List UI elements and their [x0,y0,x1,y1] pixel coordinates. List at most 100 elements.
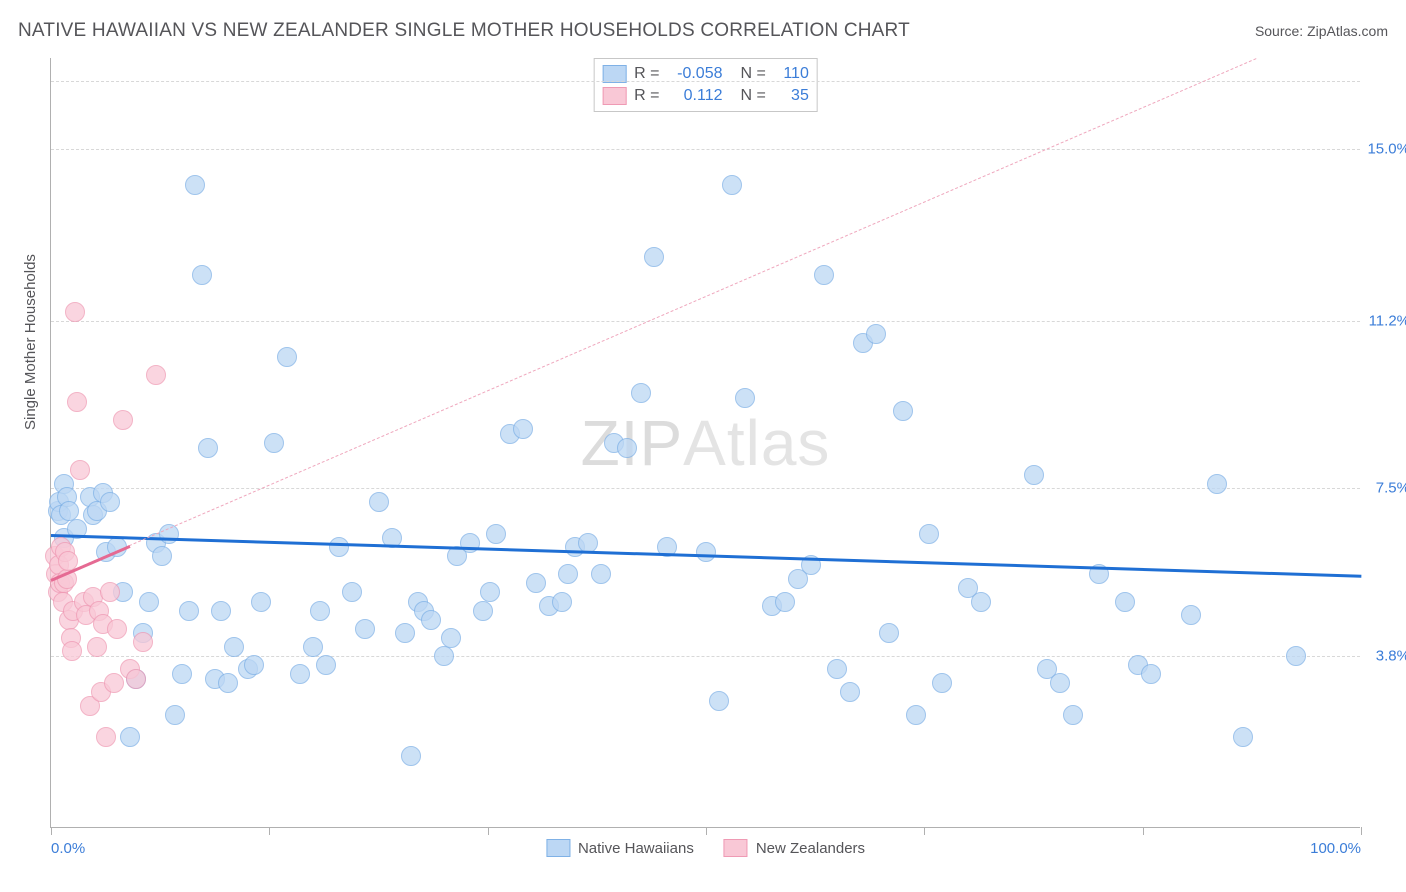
data-point [139,592,159,612]
chart-title: NATIVE HAWAIIAN VS NEW ZEALANDER SINGLE … [18,20,910,42]
legend-item: New Zealanders [724,839,865,857]
n-value: 35 [774,87,809,105]
data-point [342,582,362,602]
data-point [96,727,116,747]
source-label: Source: ZipAtlas.com [1255,23,1388,39]
data-point [879,623,899,643]
data-point [104,673,124,693]
legend-item: Native Hawaiians [546,839,694,857]
data-point [1181,605,1201,625]
data-point [1024,465,1044,485]
data-point [1141,664,1161,684]
data-point [224,637,244,657]
data-point [919,524,939,544]
legend-swatch [602,87,626,105]
data-point [172,664,192,684]
data-point [1233,727,1253,747]
data-point [644,247,664,267]
data-point [434,646,454,666]
data-point [290,664,310,684]
data-point [369,492,389,512]
data-point [401,746,421,766]
data-point [65,302,85,322]
data-point [179,601,199,621]
data-point [1063,705,1083,725]
x-tick [1361,827,1362,835]
chart-header: NATIVE HAWAIIAN VS NEW ZEALANDER SINGLE … [18,20,1388,42]
data-point [473,601,493,621]
data-point [421,610,441,630]
trend-line [51,58,1257,580]
series-legend: Native Hawaiians New Zealanders [546,839,865,857]
data-point [631,383,651,403]
data-point [107,619,127,639]
gridline [51,321,1360,322]
data-point [244,655,264,675]
data-point [329,537,349,557]
x-tick [269,827,270,835]
data-point [251,592,271,612]
data-point [513,419,533,439]
data-point [165,705,185,725]
data-point [480,582,500,602]
data-point [355,619,375,639]
data-point [152,546,172,566]
data-point [735,388,755,408]
data-point [486,524,506,544]
data-point [441,628,461,648]
data-point [617,438,637,458]
data-point [893,401,913,421]
data-point [316,655,336,675]
x-tick [488,827,489,835]
data-point [840,682,860,702]
data-point [264,433,284,453]
data-point [211,601,231,621]
legend-label: Native Hawaiians [578,840,694,857]
x-tick [924,827,925,835]
gridline [51,149,1360,150]
x-tick [51,827,52,835]
x-tick [1143,827,1144,835]
data-point [277,347,297,367]
data-point [126,669,146,689]
data-point [591,564,611,584]
plot-area: ZIPAtlas R =-0.058N =110R =0.112N =35 Na… [50,58,1360,828]
x-tick-label: 100.0% [1310,840,1361,857]
trend-line [51,534,1361,578]
y-axis-label: Single Mother Households [22,254,39,430]
x-tick-label: 0.0% [51,840,85,857]
y-tick-label: 15.0% [1367,140,1406,157]
data-point [1207,474,1227,494]
data-point [814,265,834,285]
data-point [932,673,952,693]
n-label: N = [741,87,766,105]
stats-row: R =0.112N =35 [602,85,809,107]
data-point [1115,592,1135,612]
data-point [696,542,716,562]
legend-label: New Zealanders [756,840,865,857]
gridline [51,488,1360,489]
data-point [133,632,153,652]
data-point [100,492,120,512]
data-point [113,410,133,430]
y-tick-label: 7.5% [1376,480,1406,497]
data-point [67,392,87,412]
data-point [303,637,323,657]
data-point [185,175,205,195]
data-point [310,601,330,621]
stats-box: R =-0.058N =110R =0.112N =35 [593,58,818,112]
y-tick-label: 3.8% [1376,647,1406,664]
data-point [866,324,886,344]
stats-row: R =-0.058N =110 [602,63,809,85]
data-point [709,691,729,711]
y-tick-label: 11.2% [1369,312,1406,329]
data-point [218,673,238,693]
data-point [87,637,107,657]
data-point [552,592,572,612]
r-label: R = [634,87,659,105]
data-point [395,623,415,643]
data-point [1050,673,1070,693]
gridline [51,81,1360,82]
data-point [827,659,847,679]
data-point [1286,646,1306,666]
